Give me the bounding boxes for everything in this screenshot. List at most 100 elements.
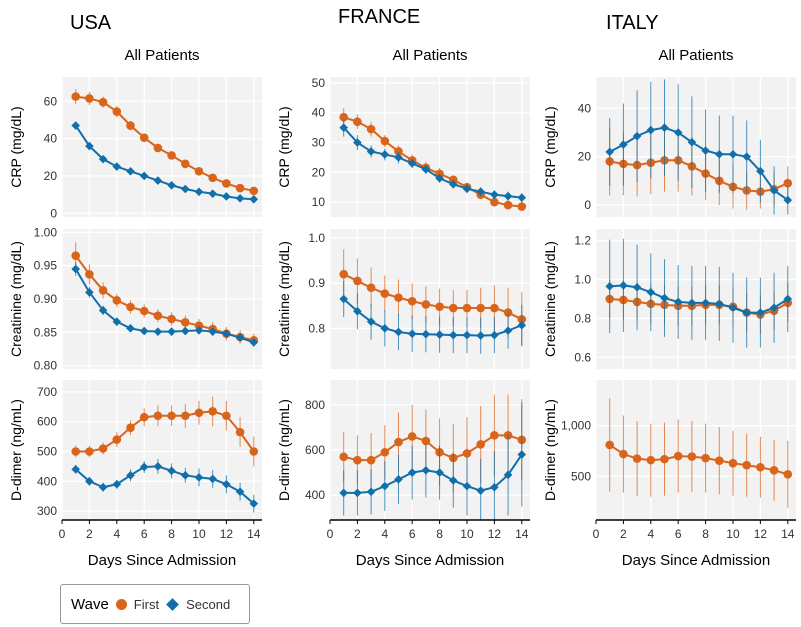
panel-1: 0.80 0.85 0.90 0.95 1.00 Creatinine (mg/dL) <box>8 225 262 373</box>
data-point <box>139 171 149 181</box>
data-point <box>783 470 793 479</box>
y-tick-label: 50 <box>312 76 326 90</box>
y-axis-label: CRP (mg/dL) <box>542 106 558 187</box>
y-tick-label: 0.8 <box>308 321 325 335</box>
data-point <box>126 423 135 432</box>
data-point <box>462 449 472 458</box>
data-point <box>619 140 628 149</box>
y-tick-label: 500 <box>37 444 57 458</box>
data-point <box>167 466 176 476</box>
data-point <box>517 202 527 211</box>
data-point <box>194 166 204 176</box>
x-tick-label: 6 <box>409 527 416 541</box>
data-point <box>208 406 217 416</box>
data-point <box>490 303 499 313</box>
data-point <box>783 294 793 304</box>
y-tick-label: 800 <box>305 398 325 412</box>
country-title: USA <box>70 12 112 34</box>
data-point <box>503 191 513 201</box>
series-second <box>71 458 259 513</box>
data-point <box>646 287 656 297</box>
data-point <box>769 186 779 195</box>
data-point <box>249 499 259 508</box>
panel-0: 0 20 40 60 CRP (mg/dL) <box>8 77 262 220</box>
data-point <box>407 432 417 441</box>
data-point <box>380 150 390 159</box>
legend-first-marker <box>115 598 127 610</box>
data-point <box>687 298 697 308</box>
x-tick-label: 4 <box>113 527 120 541</box>
data-point <box>353 276 362 286</box>
data-point <box>339 488 348 498</box>
x-tick-label: 2 <box>354 527 361 541</box>
panel-1: 0.6 0.8 1.0 1.2 Creatinine (mg/dL) <box>542 229 796 369</box>
legend-second-label: Second <box>186 596 231 612</box>
data-point <box>194 408 204 418</box>
y-tick-label: 0.95 <box>34 259 58 273</box>
data-point <box>126 166 135 176</box>
y-tick-label: 0 <box>50 206 57 220</box>
y-tick-label: 400 <box>305 488 325 502</box>
data-point <box>503 470 513 480</box>
x-axis-label: Days Since Admission <box>622 552 770 569</box>
data-point <box>235 183 245 193</box>
data-point <box>71 92 80 101</box>
y-axis-label: Creatinine (mg/dL) <box>542 241 558 357</box>
data-point <box>476 486 485 495</box>
x-tick-label: 10 <box>192 527 206 541</box>
x-tick-label: 10 <box>726 527 740 541</box>
data-point <box>490 431 499 440</box>
subtitle: All Patients <box>124 47 199 64</box>
data-point <box>687 137 697 147</box>
data-point <box>366 147 376 156</box>
y-tick-label: 500 <box>571 469 591 483</box>
data-point <box>435 173 444 183</box>
data-point <box>394 153 403 162</box>
data-point <box>85 94 94 103</box>
x-tick-label: 0 <box>593 527 600 541</box>
data-point <box>139 462 149 472</box>
data-point <box>448 476 458 485</box>
y-tick-label: 40 <box>578 101 592 115</box>
data-point <box>687 452 697 461</box>
y-tick-label: 30 <box>312 136 326 150</box>
y-tick-label: 400 <box>37 474 57 488</box>
data-point <box>490 197 499 207</box>
data-point <box>728 149 738 159</box>
data-point <box>222 329 231 338</box>
data-point <box>632 283 642 292</box>
data-point <box>112 162 122 171</box>
x-tick-label: 0 <box>327 527 334 541</box>
data-point <box>783 178 793 188</box>
data-point <box>742 152 751 161</box>
data-point <box>194 473 204 482</box>
data-point <box>380 136 390 146</box>
data-point <box>646 455 656 465</box>
data-point <box>222 179 231 188</box>
plot-area <box>330 229 530 369</box>
data-point <box>756 308 765 317</box>
data-point <box>517 320 527 330</box>
data-point <box>153 411 163 421</box>
data-point <box>605 440 614 450</box>
data-point <box>167 411 176 421</box>
data-point <box>605 147 614 157</box>
data-point <box>167 314 176 324</box>
data-point <box>353 138 362 147</box>
data-point <box>646 125 656 135</box>
data-point <box>448 330 458 340</box>
data-point <box>769 303 779 313</box>
data-point <box>394 437 403 447</box>
data-point <box>235 194 245 203</box>
x-tick-label: 2 <box>86 527 93 541</box>
series-second <box>71 121 259 204</box>
data-point <box>728 458 738 468</box>
data-point <box>153 176 163 185</box>
x-axis-label: Days Since Admission <box>88 552 236 569</box>
data-point <box>126 302 135 312</box>
data-point <box>490 330 499 340</box>
data-point <box>353 488 362 498</box>
data-point <box>180 184 190 194</box>
x-tick-label: 2 <box>620 527 627 541</box>
